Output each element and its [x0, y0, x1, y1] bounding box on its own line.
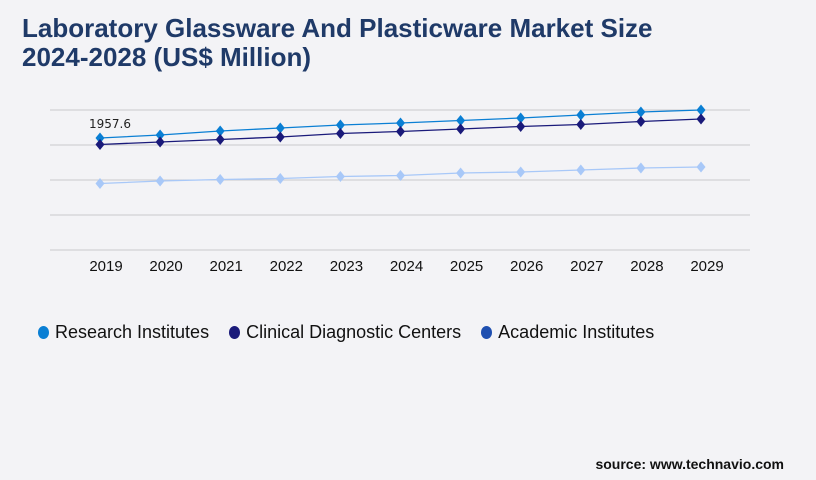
x-tick-label: 2028	[630, 258, 663, 275]
data-point	[636, 106, 646, 118]
data-point	[396, 126, 405, 138]
data-point	[155, 175, 165, 187]
data-point	[95, 138, 105, 150]
x-tick-label: 2021	[210, 258, 243, 275]
data-point	[335, 128, 345, 140]
x-tick-label: 2022	[270, 258, 303, 275]
legend-label: Academic Institutes	[498, 322, 655, 342]
x-tick-label: 2029	[690, 258, 723, 275]
legend-marker	[38, 326, 49, 339]
data-point	[215, 133, 225, 145]
data-point	[636, 115, 646, 127]
data-point	[516, 120, 526, 132]
title-line-1: Laboratory Glassware And Plasticware Mar…	[22, 13, 653, 43]
data-point	[335, 119, 345, 131]
x-tick-label: 2020	[149, 258, 182, 275]
x-tick-label: 2023	[330, 258, 363, 275]
line-chart: 2019 2020 2021 2022 2023 2024 2025 2026 2027 2028…	[50, 104, 750, 275]
legend-item-academic-institutes[interactable]: Academic Institutes	[481, 322, 654, 343]
data-point	[155, 136, 165, 148]
legend-label: Clinical Diagnostic Centers	[246, 322, 462, 342]
data-point	[95, 178, 105, 190]
data-point	[636, 162, 646, 174]
data-point	[576, 109, 586, 121]
data-label: 1957.6	[89, 117, 131, 131]
data-point	[275, 131, 285, 143]
data-point	[215, 125, 225, 137]
data-point	[576, 164, 586, 176]
data-point	[396, 117, 405, 129]
legend-item-research-institutes[interactable]: Research Institutes	[38, 322, 209, 343]
legend-marker	[229, 326, 241, 339]
data-point	[516, 166, 526, 178]
chart-title: Laboratory Glassware And Plasticware Mar…	[22, 14, 653, 72]
data-point	[155, 129, 165, 141]
data-point	[95, 132, 105, 144]
data-point	[456, 167, 466, 179]
data-point	[576, 118, 586, 130]
data-point	[275, 122, 285, 134]
data-point	[215, 174, 225, 186]
title-line-2: 2024-2028 (US$ Million)	[22, 42, 311, 72]
data-point	[396, 170, 405, 182]
source-text: source: www.technavio.com	[595, 456, 784, 472]
data-point	[456, 123, 466, 135]
legend-marker	[481, 326, 493, 339]
x-tick-label: 2026	[510, 258, 543, 275]
legend: Research Institutes Clinical Diagnostic …	[38, 322, 654, 343]
x-tick-label: 2019	[89, 258, 122, 275]
data-point	[696, 113, 706, 125]
data-point	[516, 112, 526, 124]
legend-item-clinical-diagnostic-centers[interactable]: Clinical Diagnostic Centers	[229, 322, 461, 343]
data-point	[275, 172, 285, 184]
data-point	[696, 104, 706, 116]
x-tick-label: 2027	[570, 258, 603, 275]
legend-label: Research Institutes	[55, 322, 210, 342]
data-point	[696, 161, 706, 173]
x-tick-label: 2024	[390, 258, 423, 275]
data-point	[335, 170, 345, 182]
data-point	[456, 114, 466, 126]
x-tick-label: 2025	[450, 258, 483, 275]
